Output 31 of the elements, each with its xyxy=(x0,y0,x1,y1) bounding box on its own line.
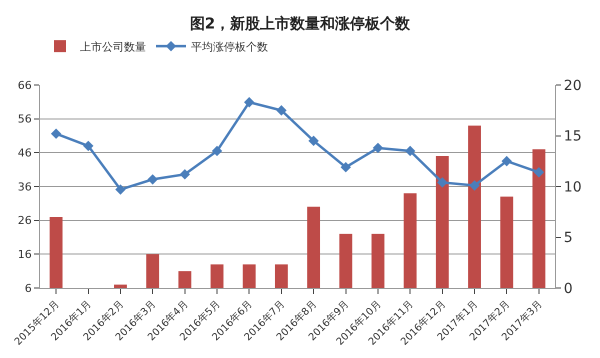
point xyxy=(404,146,416,156)
y2-tick-label: 20 xyxy=(564,78,582,94)
point xyxy=(83,140,94,152)
y-tick-label: 56 xyxy=(18,112,32,126)
point xyxy=(437,177,448,188)
point xyxy=(115,184,126,195)
point xyxy=(50,128,62,139)
y2-tick-label: 5 xyxy=(564,230,573,246)
y-tick-label: 26 xyxy=(18,214,32,228)
y-tick-label: 36 xyxy=(18,180,32,194)
point xyxy=(180,169,190,180)
legend-label: 上市公司数量 xyxy=(80,40,146,54)
point xyxy=(147,174,158,185)
point xyxy=(502,156,512,166)
y-tick-label: 66 xyxy=(18,78,32,92)
y-tick-label: 6 xyxy=(24,282,32,295)
point xyxy=(244,97,254,108)
point xyxy=(372,142,384,154)
point xyxy=(469,180,480,191)
point xyxy=(212,146,222,156)
legend-label: 平均涨停板个数 xyxy=(191,40,268,54)
y2-tick-label: 0 xyxy=(564,280,573,297)
y2-tick-label: 15 xyxy=(564,128,582,145)
point xyxy=(340,162,351,172)
y2-tick-label: 10 xyxy=(564,179,582,196)
chart-title: 图2，新股上市数量和涨停板个数 xyxy=(190,14,412,32)
y-tick-label: 16 xyxy=(18,248,32,262)
point xyxy=(534,167,544,178)
y-tick-label: 46 xyxy=(18,146,32,160)
point xyxy=(276,105,287,116)
point xyxy=(308,136,319,146)
